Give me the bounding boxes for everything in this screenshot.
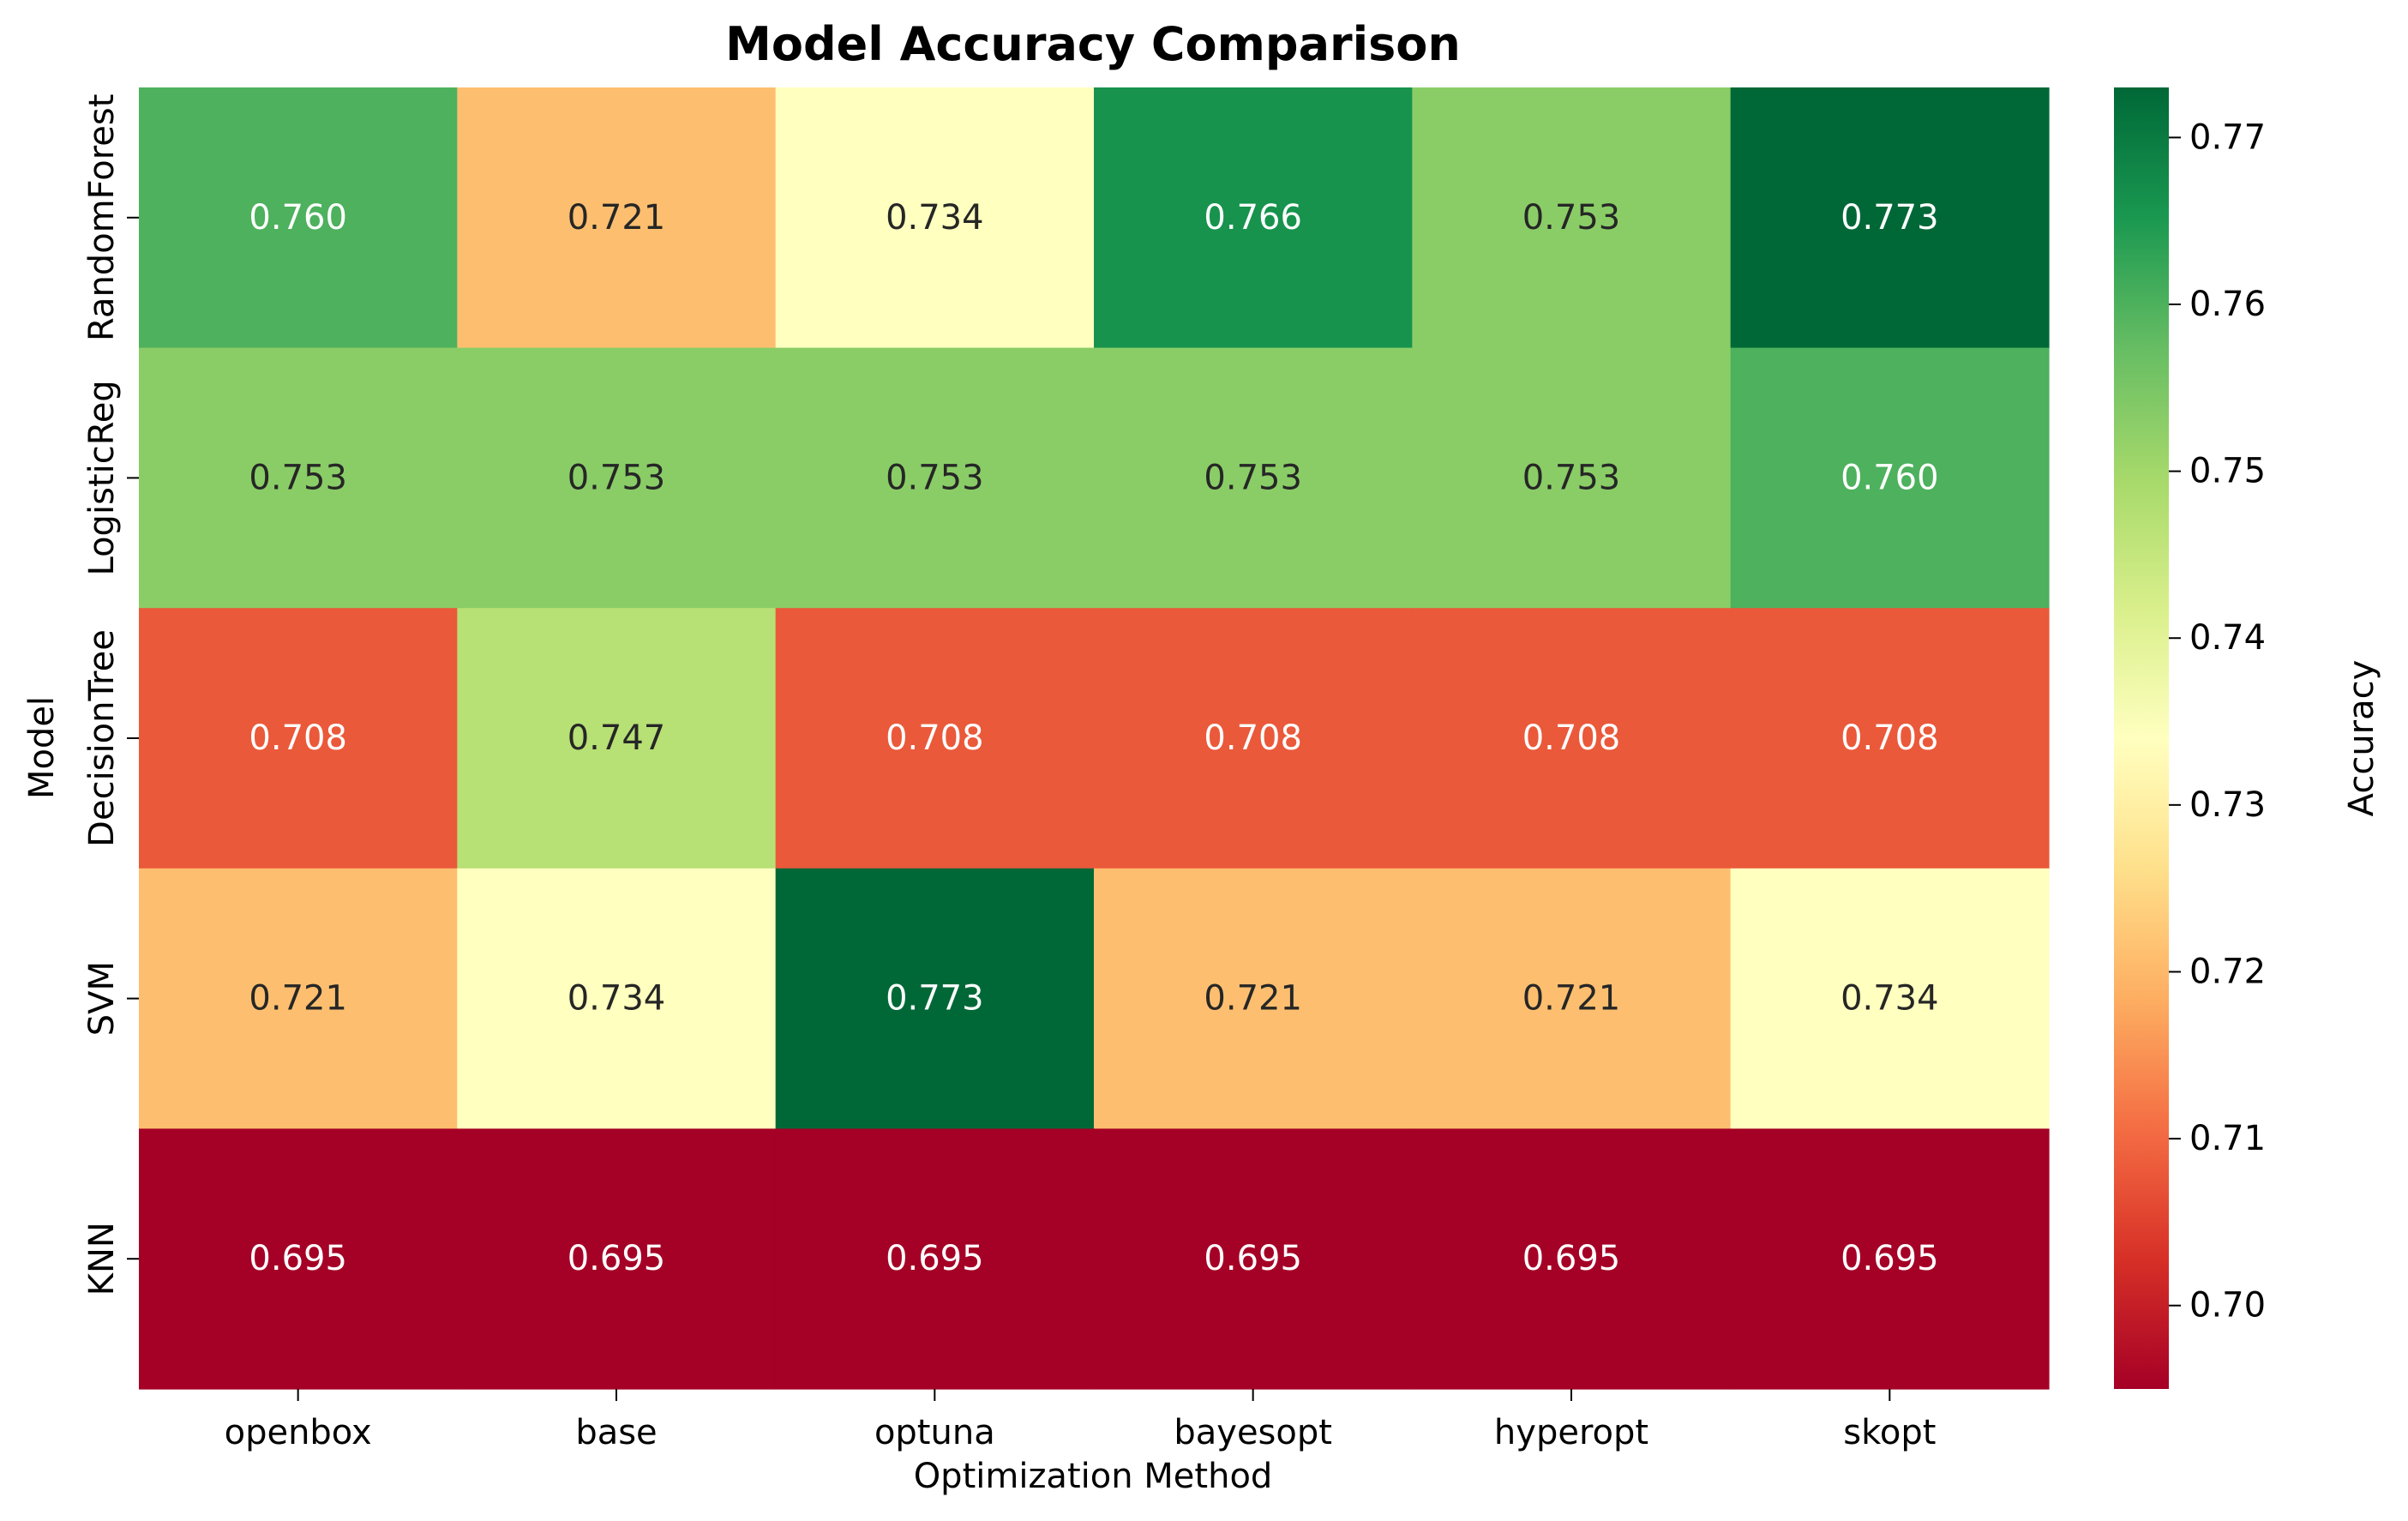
heatmap-cell xyxy=(1412,608,1732,869)
heatmap-cell xyxy=(775,87,1095,349)
cell-value-label: 0.708 xyxy=(249,718,347,758)
heatmap-cell xyxy=(1412,868,1732,1129)
heatmap-cell xyxy=(457,87,777,349)
colorbar-label: Accuracy xyxy=(2342,660,2381,817)
heatmap-cell xyxy=(775,868,1095,1129)
y-tick-label: DecisionTree xyxy=(82,629,122,847)
cell-value-label: 0.773 xyxy=(886,979,984,1019)
heatmap-cell xyxy=(139,1128,458,1390)
cell-value-label: 0.753 xyxy=(1522,458,1621,497)
heatmap-cell xyxy=(1094,347,1413,609)
y-axis: RandomForest LogisticReg DecisionTree SVM KN… xyxy=(82,94,139,1296)
heatmap-cell xyxy=(1412,87,1732,349)
cell-value-label: 0.734 xyxy=(567,979,666,1019)
heatmap-cell xyxy=(775,1128,1095,1390)
cell-value-label: 0.753 xyxy=(567,458,666,497)
cell-value-label: 0.753 xyxy=(249,458,347,497)
heatmap-cell xyxy=(1730,347,2050,609)
heatmap-cell xyxy=(1094,1128,1413,1390)
x-tick-label: optuna xyxy=(874,1413,995,1452)
heatmap-cell xyxy=(139,347,458,609)
cell-value-label: 0.708 xyxy=(1522,718,1621,758)
heatmap-cell xyxy=(1412,1128,1732,1390)
heatmap-cell xyxy=(139,868,458,1129)
colorbar-tick-label: 0.72 xyxy=(2189,952,2266,991)
y-tick-label: RandomForest xyxy=(82,94,122,341)
cell-value-label: 0.695 xyxy=(886,1239,984,1278)
cell-value-label: 0.708 xyxy=(1204,718,1302,758)
x-tick-label: base xyxy=(575,1413,657,1452)
x-tick-label: bayesopt xyxy=(1174,1413,1332,1452)
heatmap-cell xyxy=(1094,87,1413,349)
cell-value-label: 0.695 xyxy=(1204,1239,1302,1278)
cell-value-label: 0.753 xyxy=(1204,458,1302,497)
heatmap-cell xyxy=(457,868,777,1129)
heatmap-cell xyxy=(139,608,458,869)
colorbar-tick-label: 0.75 xyxy=(2189,452,2266,491)
chart-title: Model Accuracy Comparison xyxy=(725,17,1461,71)
cell-value-label: 0.721 xyxy=(249,979,347,1019)
colorbar-tick-label: 0.71 xyxy=(2189,1119,2266,1158)
cell-value-label: 0.695 xyxy=(1522,1239,1621,1278)
heatmap-cell xyxy=(1094,608,1413,869)
x-tick-label: skopt xyxy=(1843,1413,1936,1452)
cell-value-label: 0.753 xyxy=(886,458,984,497)
colorbar-tick-label: 0.74 xyxy=(2189,618,2266,658)
heatmap-cell xyxy=(457,608,777,869)
y-tick-label: SVM xyxy=(82,961,122,1036)
colorbar-tick-label: 0.76 xyxy=(2189,285,2266,324)
cell-value-label: 0.753 xyxy=(1522,198,1621,237)
heatmap-cell xyxy=(775,347,1095,609)
cell-value-label: 0.695 xyxy=(1841,1239,1939,1278)
y-axis-label: Model xyxy=(22,696,62,799)
cell-value-label: 0.734 xyxy=(1841,979,1939,1019)
y-tick-label: KNN xyxy=(82,1222,122,1296)
cell-value-label: 0.747 xyxy=(567,718,666,758)
colorbar-gradient xyxy=(2114,87,2169,1389)
x-tick-label: hyperopt xyxy=(1494,1413,1648,1452)
heatmap-cell xyxy=(1730,608,2050,869)
cell-value-label: 0.773 xyxy=(1841,198,1939,237)
colorbar-tick-label: 0.73 xyxy=(2189,785,2266,825)
cell-value-label: 0.766 xyxy=(1204,198,1302,237)
colorbar-tick-label: 0.77 xyxy=(2189,117,2266,157)
cell-value-label: 0.721 xyxy=(1204,979,1302,1019)
colorbar: 0.70 0.71 0.72 0.73 0.74 0.75 0.76 0.77 xyxy=(2114,87,2266,1389)
x-tick-label: openbox xyxy=(225,1413,372,1452)
cell-value-label: 0.760 xyxy=(1841,458,1939,497)
heatmap-cell xyxy=(1412,347,1732,609)
heatmap-cell xyxy=(775,608,1095,869)
x-axis: openbox base optuna bayesopt hyperopt skopt xyxy=(225,1389,1936,1452)
heatmap-cell xyxy=(1730,868,2050,1129)
x-axis-label: Optimization Method xyxy=(914,1457,1273,1496)
heatmap-cell xyxy=(457,347,777,609)
heatmap-cell xyxy=(1730,87,2050,349)
cell-value-label: 0.695 xyxy=(249,1239,347,1278)
cell-value-label: 0.695 xyxy=(567,1239,666,1278)
cell-value-label: 0.734 xyxy=(886,198,984,237)
heatmap-cell xyxy=(1730,1128,2050,1390)
cell-value-label: 0.708 xyxy=(886,718,984,758)
cell-value-label: 0.721 xyxy=(567,198,666,237)
heatmap-cell xyxy=(139,87,458,349)
cell-value-label: 0.760 xyxy=(249,198,347,237)
cell-value-label: 0.721 xyxy=(1522,979,1621,1019)
colorbar-tick-label: 0.70 xyxy=(2189,1286,2266,1326)
cell-value-label: 0.708 xyxy=(1841,718,1939,758)
y-tick-label: LogisticReg xyxy=(82,380,122,575)
heatmap-cell xyxy=(1094,868,1413,1129)
heatmap-cells xyxy=(139,87,2050,1390)
cell-value-labels: 0.760 0.721 0.734 0.766 0.753 0.773 0.753 0.753… xyxy=(249,198,1938,1278)
heatmap-cell xyxy=(457,1128,777,1390)
